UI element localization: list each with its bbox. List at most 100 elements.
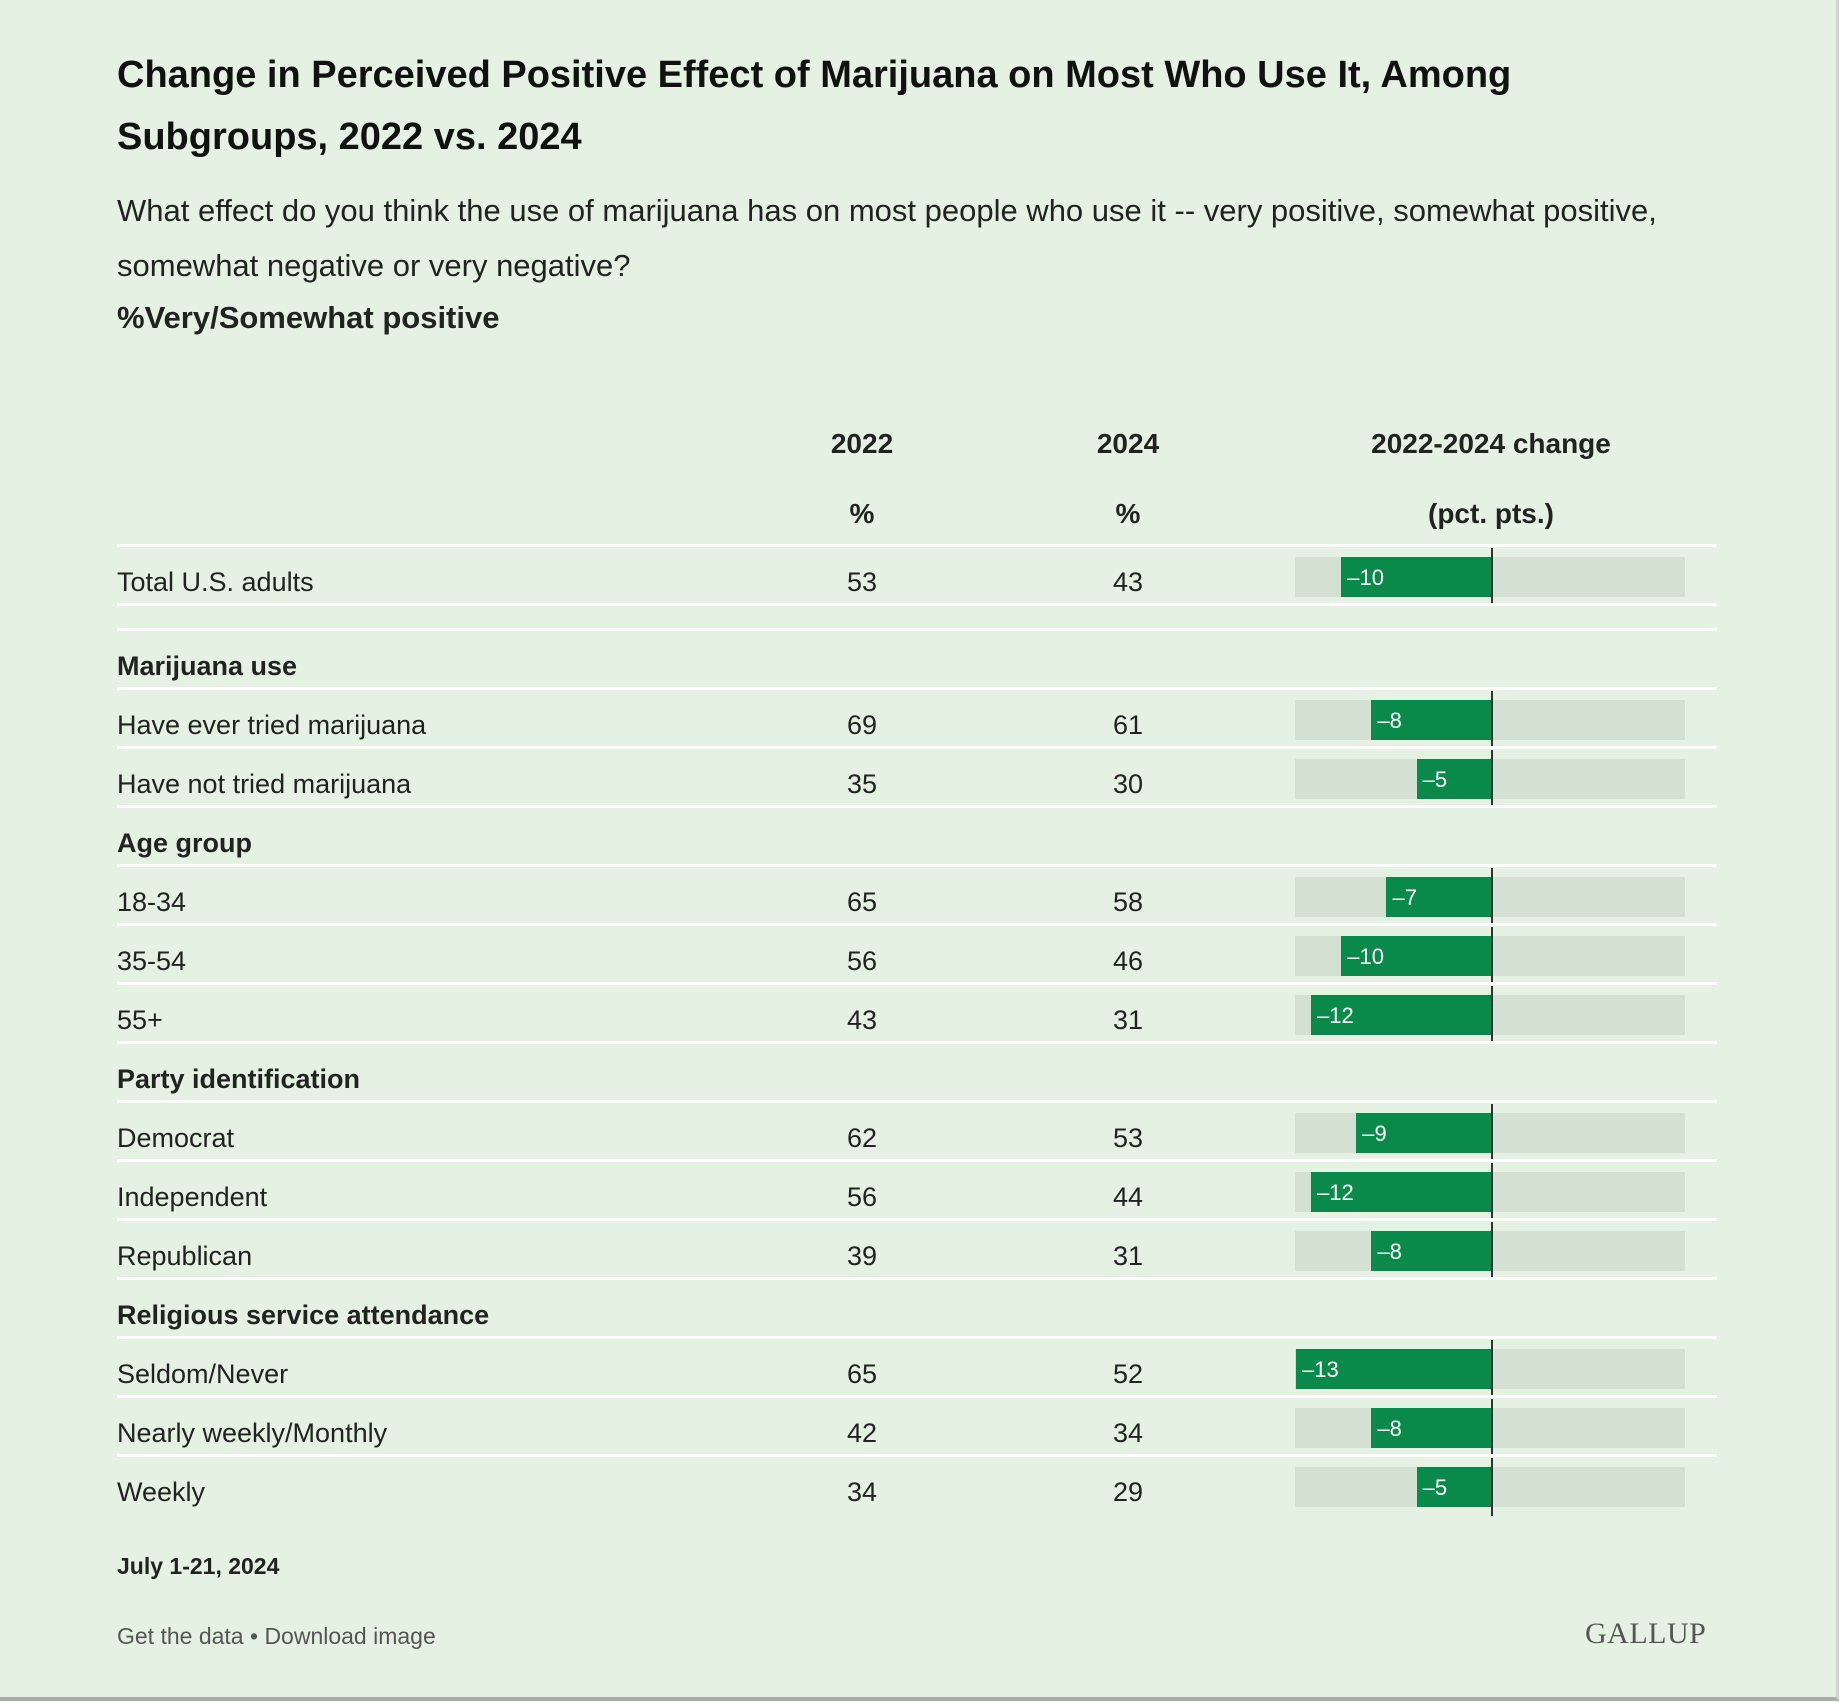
row-divider <box>117 1277 1717 1280</box>
zero-line <box>1491 1458 1493 1516</box>
row-label: 55+ <box>117 1005 163 1035</box>
column-header-2022: 2022 <box>830 428 894 459</box>
row-divider <box>117 1041 1717 1044</box>
row-label: Have not tried marijuana <box>117 769 412 799</box>
row-divider <box>117 1218 1717 1221</box>
measure-label: %Very/Somewhat positive <box>117 300 500 335</box>
value-2022: 65 <box>846 887 878 917</box>
row-divider <box>117 687 1717 690</box>
row-divider <box>117 923 1717 926</box>
change-bar-label: –10 <box>1347 944 1384 969</box>
value-2024: 34 <box>1112 1418 1144 1448</box>
change-bar <box>1371 1231 1492 1271</box>
value-2022: 56 <box>846 946 878 976</box>
get-data-link[interactable]: Get the data <box>117 1623 244 1649</box>
value-2022: 65 <box>846 1359 878 1389</box>
change-bar <box>1311 995 1492 1035</box>
change-bar <box>1311 1172 1492 1212</box>
column-unit-change: (pct. pts.) <box>1428 498 1554 529</box>
change-bar-label: –5 <box>1422 1475 1448 1500</box>
gallup-logo: GALLUP <box>1585 1617 1707 1650</box>
value-2022: 42 <box>846 1418 878 1448</box>
group-header: Party identification <box>117 1064 361 1094</box>
change-bar-label: –12 <box>1317 1003 1354 1028</box>
value-2022: 69 <box>846 710 878 740</box>
zero-line <box>1491 927 1493 985</box>
row-label: Democrat <box>117 1123 235 1153</box>
change-bar-label: –8 <box>1377 708 1402 733</box>
link-separator: • <box>249 1623 259 1649</box>
change-bar-label: –9 <box>1362 1121 1387 1146</box>
column-unit-2022: % <box>849 498 875 529</box>
row-divider <box>117 1159 1717 1162</box>
value-2024: 30 <box>1112 769 1144 799</box>
value-2024: 31 <box>1112 1241 1144 1271</box>
value-2022: 53 <box>846 567 878 597</box>
download-image-link[interactable]: Download image <box>264 1623 436 1649</box>
row-label: 18-34 <box>117 887 187 917</box>
change-bar-label: –13 <box>1302 1357 1339 1382</box>
value-2024: 31 <box>1112 1005 1144 1035</box>
chart-subtitle: What effect do you think the use of mari… <box>117 193 1657 283</box>
change-bar <box>1341 557 1492 597</box>
value-2024: 43 <box>1112 567 1144 597</box>
row-label: Weekly <box>117 1477 206 1507</box>
change-bar-label: –8 <box>1377 1239 1402 1264</box>
value-2024: 61 <box>1112 710 1144 740</box>
change-bar-label: –10 <box>1347 565 1384 590</box>
value-2024: 46 <box>1112 946 1144 976</box>
change-bar <box>1371 1408 1492 1448</box>
row-label: Independent <box>117 1182 268 1212</box>
row-label: Seldom/Never <box>117 1359 289 1389</box>
row-label: Republican <box>117 1241 253 1271</box>
group-header: Religious service attendance <box>117 1300 490 1330</box>
column-unit-2024: % <box>1115 498 1141 529</box>
chart-title: Change in Perceived Positive Effect of M… <box>117 54 1512 158</box>
group-header: Marijuana use <box>117 651 298 681</box>
change-bar-label: –7 <box>1392 885 1417 910</box>
change-bar <box>1356 1113 1492 1153</box>
column-header-2024: 2024 <box>1096 428 1160 459</box>
survey-date-note: July 1-21, 2024 <box>117 1553 280 1579</box>
zero-line <box>1491 868 1493 926</box>
row-divider <box>117 1454 1717 1457</box>
change-bar <box>1296 1349 1492 1389</box>
zero-line <box>1491 986 1493 1044</box>
value-2022: 56 <box>846 1182 878 1212</box>
row-divider <box>117 1100 1717 1103</box>
zero-line <box>1491 1222 1493 1280</box>
row-label: Total U.S. adults <box>117 567 314 597</box>
row-label: 35-54 <box>117 946 187 976</box>
zero-line <box>1491 1104 1493 1162</box>
zero-line <box>1491 750 1493 808</box>
zero-line <box>1491 1399 1493 1457</box>
value-2022: 43 <box>846 1005 878 1035</box>
zero-line <box>1491 1163 1493 1221</box>
row-divider <box>117 982 1717 985</box>
row-divider <box>117 628 1717 631</box>
value-2024: 53 <box>1112 1123 1144 1153</box>
value-2024: 58 <box>1112 887 1144 917</box>
zero-line <box>1491 691 1493 749</box>
change-bar <box>1416 1467 1492 1507</box>
row-divider <box>117 544 1717 547</box>
change-bar <box>1386 877 1492 917</box>
value-2024: 44 <box>1112 1182 1144 1212</box>
zero-line <box>1491 548 1493 606</box>
row-label: Nearly weekly/Monthly <box>117 1418 388 1448</box>
value-2024: 52 <box>1112 1359 1144 1389</box>
column-header-change: 2022-2024 change <box>1371 428 1611 459</box>
footer-links: Get the data • Download image <box>117 1623 436 1650</box>
row-divider <box>117 805 1717 808</box>
value-2022: 39 <box>846 1241 878 1271</box>
value-2022: 35 <box>846 769 878 799</box>
row-divider <box>117 603 1717 606</box>
change-bar <box>1371 700 1492 740</box>
change-bar <box>1341 936 1492 976</box>
row-divider <box>117 746 1717 749</box>
row-label: Have ever tried marijuana <box>117 710 427 740</box>
change-bar <box>1416 759 1492 799</box>
row-divider <box>117 1395 1717 1398</box>
value-2024: 29 <box>1112 1477 1144 1507</box>
